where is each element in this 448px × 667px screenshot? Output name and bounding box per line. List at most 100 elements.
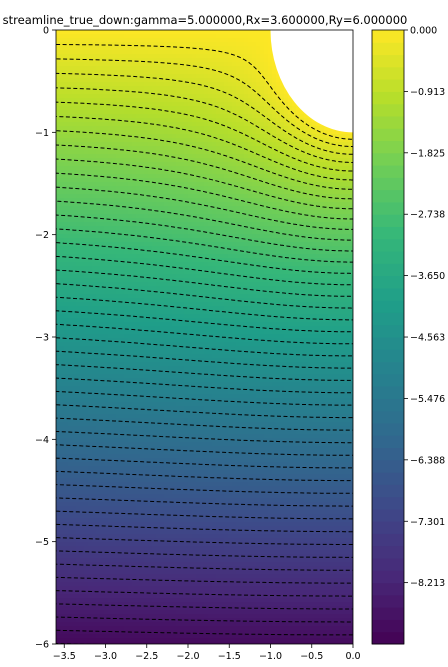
heatmap-cell bbox=[224, 70, 229, 75]
heatmap-cell bbox=[144, 38, 149, 43]
heatmap-cell bbox=[280, 262, 285, 267]
heatmap-cell bbox=[84, 114, 89, 119]
heatmap-cell bbox=[64, 70, 69, 75]
heatmap-cell bbox=[136, 146, 141, 151]
heatmap-cell bbox=[140, 42, 145, 47]
heatmap-cell bbox=[164, 254, 169, 259]
heatmap-cell bbox=[180, 114, 185, 119]
heatmap-cell bbox=[164, 70, 169, 75]
heatmap-cell bbox=[72, 138, 77, 143]
heatmap-cell bbox=[228, 146, 233, 151]
heatmap-cell bbox=[124, 254, 129, 259]
heatmap-cell bbox=[344, 230, 349, 235]
heatmap-cell bbox=[180, 294, 185, 299]
heatmap-cell bbox=[340, 158, 345, 163]
heatmap-cell bbox=[220, 270, 225, 275]
heatmap-cell bbox=[136, 274, 141, 279]
heatmap-cell bbox=[192, 238, 197, 243]
heatmap-cell bbox=[296, 278, 301, 283]
heatmap-cell bbox=[352, 194, 353, 199]
heatmap-cell bbox=[164, 242, 169, 247]
heatmap-cell bbox=[104, 86, 109, 91]
heatmap-cell bbox=[120, 178, 125, 183]
heatmap-cell bbox=[332, 146, 337, 151]
heatmap-cell bbox=[156, 162, 161, 167]
heatmap-cell bbox=[108, 186, 113, 191]
heatmap-cell bbox=[340, 230, 345, 235]
heatmap-cell bbox=[188, 158, 193, 163]
heatmap-cell bbox=[128, 162, 133, 167]
heatmap-cell bbox=[192, 34, 197, 39]
heatmap-cell bbox=[184, 94, 189, 99]
heatmap-cell bbox=[92, 62, 97, 67]
heatmap-cell bbox=[280, 226, 285, 231]
heatmap-cell bbox=[144, 110, 149, 115]
heatmap-cell bbox=[84, 178, 89, 183]
heatmap-cell bbox=[320, 154, 325, 159]
heatmap-cell bbox=[284, 214, 289, 219]
heatmap-cell bbox=[256, 266, 261, 271]
heatmap-cell bbox=[88, 38, 93, 43]
heatmap-cell bbox=[324, 158, 329, 163]
heatmap-cell bbox=[224, 262, 229, 267]
heatmap-cell bbox=[152, 258, 157, 263]
heatmap-cell bbox=[260, 114, 265, 119]
heatmap-cell bbox=[56, 114, 61, 119]
heatmap-cell bbox=[240, 74, 245, 79]
heatmap-cell bbox=[332, 194, 337, 199]
heatmap-cell bbox=[236, 82, 241, 87]
heatmap-cell bbox=[288, 98, 293, 103]
heatmap-cell bbox=[112, 278, 117, 283]
heatmap-cell bbox=[60, 130, 65, 135]
heatmap-cell bbox=[232, 98, 237, 103]
heatmap-cell bbox=[116, 46, 121, 51]
heatmap-cell bbox=[80, 62, 85, 67]
heatmap-cell bbox=[312, 138, 317, 143]
heatmap-cell bbox=[88, 126, 93, 131]
heatmap-cell bbox=[244, 138, 249, 143]
heatmap-cell bbox=[68, 50, 73, 55]
heatmap-cell bbox=[104, 94, 109, 99]
heatmap-cell bbox=[120, 270, 125, 275]
heatmap-cell bbox=[312, 142, 317, 147]
heatmap-cell bbox=[148, 186, 153, 191]
heatmap-cell bbox=[272, 138, 277, 143]
heatmap-cell bbox=[84, 222, 89, 227]
heatmap-cell bbox=[216, 102, 221, 107]
heatmap-cell bbox=[156, 238, 161, 243]
heatmap-cell bbox=[188, 62, 193, 67]
heatmap-cell bbox=[60, 30, 65, 35]
heatmap-cell bbox=[232, 286, 237, 291]
heatmap-cell bbox=[252, 154, 257, 159]
heatmap-cell bbox=[152, 66, 157, 71]
heatmap-cell bbox=[336, 182, 341, 187]
heatmap-cell bbox=[280, 250, 285, 255]
heatmap-cell bbox=[188, 146, 193, 151]
heatmap-cell bbox=[80, 206, 85, 211]
heatmap-cell bbox=[256, 258, 261, 263]
heatmap-cell bbox=[204, 210, 209, 215]
heatmap-cell bbox=[300, 226, 305, 231]
heatmap-cell bbox=[316, 250, 321, 255]
heatmap-cell bbox=[128, 254, 133, 259]
heatmap-cell bbox=[116, 226, 121, 231]
heatmap-cell bbox=[56, 78, 61, 83]
heatmap-cell bbox=[96, 170, 101, 175]
heatmap-cell bbox=[332, 254, 337, 259]
heatmap-cell bbox=[120, 86, 125, 91]
heatmap-cell bbox=[284, 114, 289, 119]
heatmap-cell bbox=[180, 126, 185, 131]
heatmap-cell bbox=[72, 170, 77, 175]
heatmap-cell bbox=[244, 258, 249, 263]
heatmap-cell bbox=[60, 226, 65, 231]
heatmap-cell bbox=[152, 246, 157, 251]
heatmap-cell bbox=[76, 106, 81, 111]
heatmap-cell bbox=[244, 214, 249, 219]
heatmap-cell bbox=[60, 154, 65, 159]
heatmap-cell bbox=[276, 102, 281, 107]
heatmap-cell bbox=[248, 178, 253, 183]
heatmap-cell bbox=[324, 262, 329, 267]
heatmap-cell bbox=[132, 142, 137, 147]
heatmap-cell bbox=[140, 54, 145, 59]
heatmap-cell bbox=[336, 166, 341, 171]
